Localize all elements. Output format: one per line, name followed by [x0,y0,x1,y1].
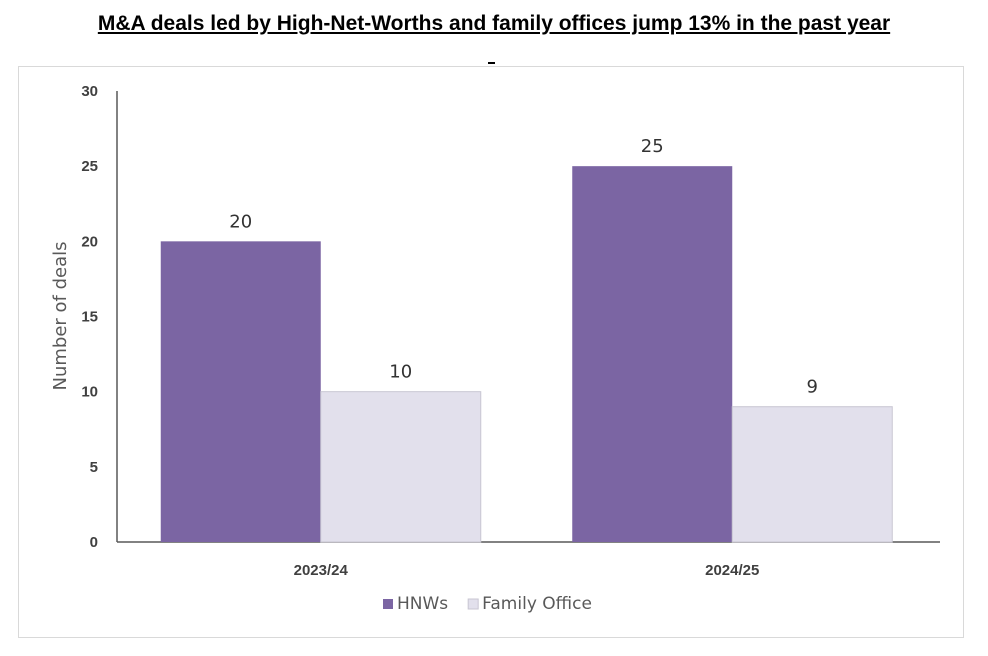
title-dash-mark [488,62,495,64]
data-label: 25 [641,136,664,157]
x-category-label: 2023/24 [294,562,349,579]
y-tick-label: 15 [81,309,98,326]
legend-label: HNWs [397,594,448,614]
legend-swatch [383,599,393,609]
data-labels: 20 10 25 9 [229,136,818,398]
category-labels: 2023/24 2024/25 [294,562,760,579]
y-axis-title: Number of deals [50,241,71,390]
y-tick-label: 25 [81,158,98,175]
y-tick-label: 5 [90,459,98,476]
bar [160,241,321,543]
data-label: 20 [229,211,252,232]
x-category-label: 2024/25 [705,562,759,579]
legend: HNWs Family Office [383,594,592,614]
y-tick-label: 20 [81,233,98,250]
y-tick-label: 30 [81,83,98,100]
legend-label: Family Office [482,594,592,614]
data-label: 9 [807,377,818,398]
data-label: 10 [389,362,412,383]
bar [572,166,733,542]
chart-frame [18,66,964,638]
chart-title: M&A deals led by High-Net-Worths and fam… [97,12,891,35]
bars [160,166,893,543]
y-tick-label: 10 [81,384,98,401]
y-tick-label: 0 [90,534,98,551]
bar [320,391,482,543]
bar [731,406,893,543]
y-axis-ticks: 0 5 10 15 20 25 30 [81,83,98,551]
legend-swatch [467,598,479,610]
